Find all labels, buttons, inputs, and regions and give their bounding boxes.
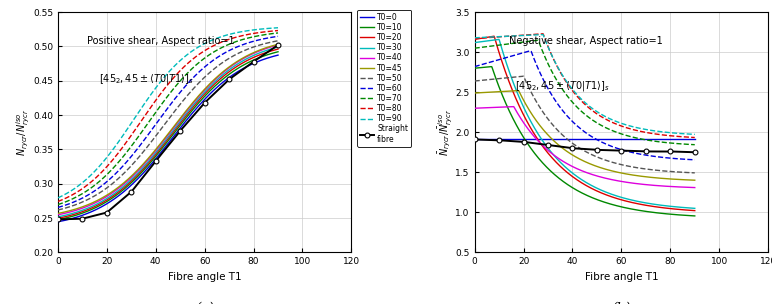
Y-axis label: $N_{rycr}/N^{iso}_{rycr}$: $N_{rycr}/N^{iso}_{rycr}$ — [14, 109, 32, 156]
Legend: T0=0, T0=10, T0=20, T0=30, T0=40, T0=45, T0=50, T0=60, T0=70, T0=80, T0=90, Stra: T0=0, T0=10, T0=20, T0=30, T0=40, T0=45,… — [357, 10, 411, 147]
Text: Positive shear, Aspect ratio=1: Positive shear, Aspect ratio=1 — [86, 36, 235, 46]
Text: $[45_2,45\pm\langle T0|T1\rangle]_s$: $[45_2,45\pm\langle T0|T1\rangle]_s$ — [99, 72, 193, 86]
Text: (b): (b) — [611, 301, 631, 304]
Text: Negative shear, Aspect ratio=1: Negative shear, Aspect ratio=1 — [510, 36, 663, 46]
X-axis label: Fibre angle T1: Fibre angle T1 — [584, 272, 659, 282]
Text: (a): (a) — [195, 301, 214, 304]
Y-axis label: $\bar{N}_{rycr}/\bar{N}^{iso}_{rycr}$: $\bar{N}_{rycr}/\bar{N}^{iso}_{rycr}$ — [436, 109, 454, 156]
Text: $[45_2,45\pm\langle T0|T1\rangle]_s$: $[45_2,45\pm\langle T0|T1\rangle]_s$ — [515, 79, 610, 93]
X-axis label: Fibre angle T1: Fibre angle T1 — [168, 272, 242, 282]
